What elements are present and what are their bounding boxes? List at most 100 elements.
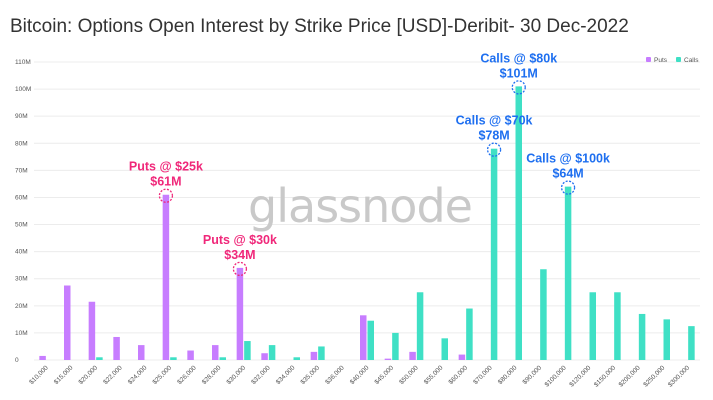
legend[interactable]: Puts Calls [646,57,699,64]
x-tick-label: $35,000 [300,364,322,386]
bar-puts[interactable] [64,285,71,361]
bar-puts[interactable] [187,350,194,360]
x-tick-label: $10,000 [28,364,50,386]
annotation-label: Puts @ $25k [129,160,203,174]
y-tick-label: 60M [15,194,28,201]
y-tick-label: 90M [15,113,28,120]
x-tick-label: $32,000 [250,364,272,386]
bar-calls[interactable] [466,308,473,360]
annotation-value: $34M [224,248,255,262]
x-tick-label: $25,000 [152,364,174,386]
bar-puts[interactable] [113,336,120,360]
bar-calls[interactable] [219,357,227,360]
bar-calls[interactable] [244,341,251,360]
annotation-marker [560,180,576,195]
watermark-glassnode: glassnode [248,179,472,233]
annotation-value: $101M [500,66,538,80]
x-tick-label: $45,000 [374,364,396,386]
bars [39,86,695,361]
bar-calls[interactable] [688,326,695,360]
x-tick-label: $55,000 [423,364,445,386]
bar-puts[interactable] [236,267,244,360]
x-tick-label: $36,000 [324,364,346,386]
x-tick-label: $24,000 [127,364,149,386]
bar-calls[interactable] [614,292,621,360]
x-tick-label: $200,000 [618,364,642,388]
annotation-label: Puts @ $30k [203,233,277,247]
bar-calls[interactable] [96,357,103,360]
bar-calls[interactable] [367,320,375,360]
x-tick-label: $120,000 [568,364,592,388]
bar-puts[interactable] [88,301,96,360]
bar-puts[interactable] [212,345,219,360]
x-tick-label: $70,000 [472,364,494,386]
legend-label-calls[interactable]: Calls [684,57,699,64]
bar-calls[interactable] [441,338,449,360]
annotation-marker [486,142,502,157]
annotation-label: Calls @ $70k [456,114,533,128]
x-tick-label: $90,000 [522,364,544,386]
x-tick-label: $15,000 [53,364,75,386]
y-tick-label: 80M [15,140,28,147]
bar-calls[interactable] [515,86,523,360]
x-tick-label: $20,000 [78,364,100,386]
bar-puts[interactable] [384,358,392,360]
y-tick-label: 0 [15,357,19,364]
x-tick-label: $30,000 [226,364,248,386]
bar-calls[interactable] [490,148,498,360]
bar-calls[interactable] [293,357,301,360]
bar-calls[interactable] [589,292,597,360]
bar-calls[interactable] [392,332,399,360]
bar-puts[interactable] [409,351,416,360]
gridlines [34,61,700,361]
y-tick-label: 70M [15,167,28,174]
x-axis: $10,000 $15,000 $20,000 $22,000 $24,000 $25,0… [28,364,691,388]
bar-puts[interactable] [138,345,145,360]
bar-calls[interactable] [663,319,671,360]
bar-calls[interactable] [638,313,646,360]
bar-puts[interactable] [261,353,268,360]
y-tick-label: 20M [15,303,28,310]
x-tick-label: $22,000 [102,364,124,386]
bar-calls[interactable] [318,346,325,360]
bar-puts[interactable] [458,354,466,360]
y-tick-label: 110M [15,59,31,66]
x-tick-label: $60,000 [448,364,470,386]
legend-label-puts[interactable]: Puts [654,57,668,64]
legend-swatch-puts[interactable] [646,57,651,62]
x-tick-label: $34,000 [275,364,297,386]
legend-swatch-calls[interactable] [676,57,681,62]
annotation-value: $78M [478,129,509,143]
bar-calls[interactable] [170,357,177,360]
x-tick-label: $40,000 [349,364,371,386]
bar-puts[interactable] [39,355,46,360]
x-tick-label: $26,000 [176,364,198,386]
y-tick-label: 100M [15,86,31,93]
x-tick-label: $150,000 [593,364,617,388]
annotation-label: Calls @ $80k [480,51,557,65]
annotations: Puts @ $25k$61M Puts @ $30k$34M Calls @ $7… [129,51,610,277]
y-tick-label: 10M [15,330,28,337]
annotation-marker [232,261,248,277]
annotation-marker [158,188,174,203]
y-tick-label: 40M [15,249,28,256]
x-tick-label: $300,000 [667,364,691,388]
bar-calls[interactable] [564,186,572,360]
x-tick-label: $100,000 [544,364,568,388]
bar-calls[interactable] [416,292,424,360]
annotation-value: $64M [552,167,583,181]
y-axis: 0 10M 20M 30M 40M 50M 60M 70M 80M 90M 100M 110M [15,59,31,364]
x-tick-label: $28,000 [201,364,223,386]
x-tick-label: $80,000 [497,364,519,386]
bar-calls[interactable] [268,345,276,360]
bar-puts[interactable] [162,194,170,360]
y-tick-label: 50M [15,222,28,229]
bar-puts[interactable] [360,315,367,360]
bar-puts[interactable] [310,351,318,360]
annotation-value: $61M [150,175,181,189]
x-tick-label: $50,000 [398,364,420,386]
bar-calls[interactable] [540,269,547,360]
chart-title: Bitcoin: Options Open Interest by Strike… [10,16,629,37]
annotation-label: Calls @ $100k [526,152,610,166]
